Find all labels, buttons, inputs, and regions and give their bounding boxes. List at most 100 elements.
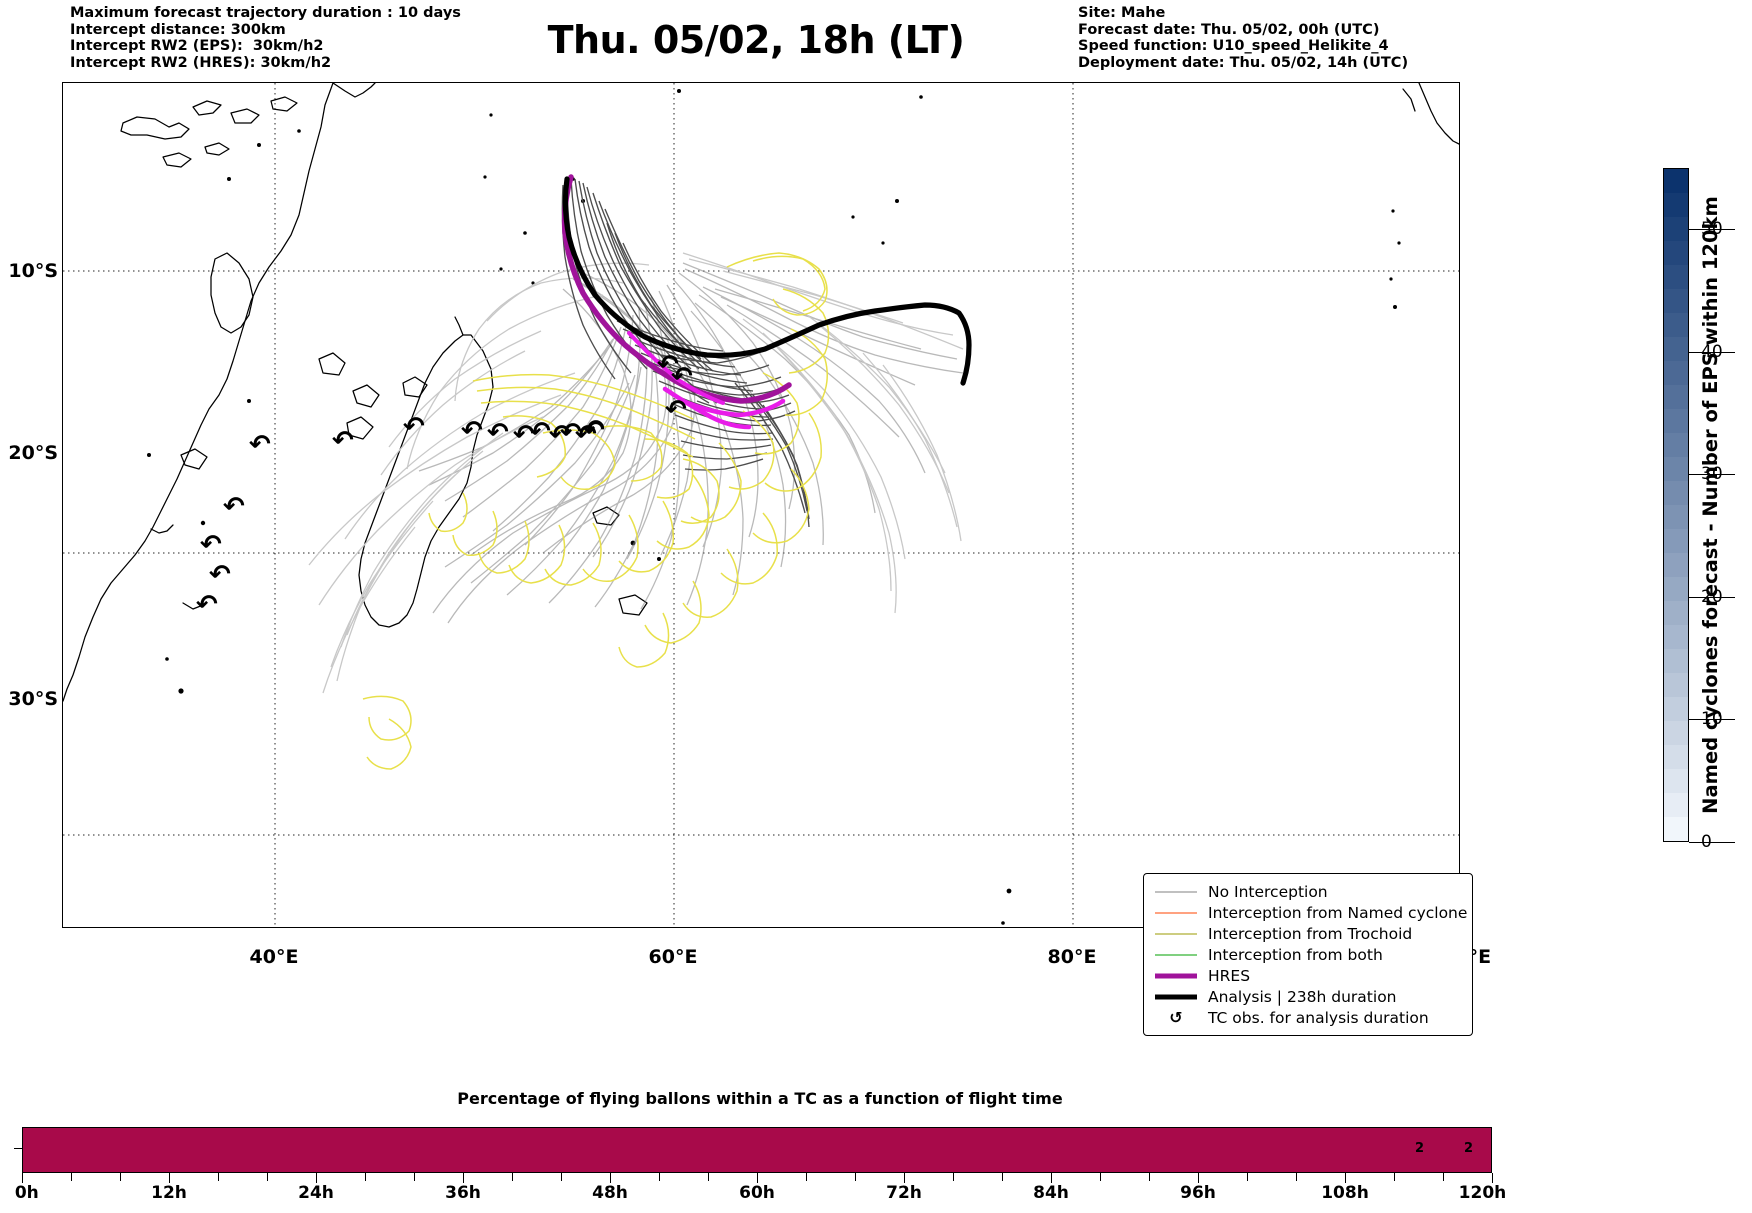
bar-segment <box>1297 1128 1323 1172</box>
bar-segment <box>929 1128 955 1172</box>
bar-segment <box>1101 1128 1127 1172</box>
bottom-chart-minor-tick <box>414 1173 415 1181</box>
bar-segment <box>1125 1128 1151 1172</box>
bar-segment <box>366 1128 392 1172</box>
bottom-chart-major-tick <box>904 1173 905 1183</box>
svg-text:↶: ↶ <box>560 418 582 448</box>
legend-item[interactable]: No Interception <box>1151 881 1463 902</box>
bottom-chart-minor-tick <box>1296 1173 1297 1181</box>
colorbar-tick: 30 <box>1689 464 1735 484</box>
bottom-chart-minor-tick <box>267 1173 268 1181</box>
bar-segment <box>1395 1128 1421 1172</box>
bar-segment <box>1370 1128 1396 1172</box>
bottom-chart-tick-label: 72h <box>886 1183 922 1203</box>
svg-text:↶: ↶ <box>671 362 693 392</box>
legend-item-label: Interception from Named cyclone <box>1208 903 1468 922</box>
bar-segment <box>782 1128 808 1172</box>
bottom-chart-minor-tick <box>120 1173 121 1181</box>
bar-segment <box>464 1128 490 1172</box>
colorbar-tick: 0 <box>1689 832 1735 852</box>
bottom-chart-minor-tick <box>365 1173 366 1181</box>
svg-text:↶: ↶ <box>200 530 222 560</box>
bar-segment <box>1272 1128 1298 1172</box>
bottom-chart-tick-label: 36h <box>445 1183 481 1203</box>
bar-segment <box>1027 1128 1053 1172</box>
bar-segment <box>194 1128 220 1172</box>
bottom-chart-major-tick <box>463 1173 464 1183</box>
bar-segment <box>831 1128 857 1172</box>
legend-line-swatch <box>1155 885 1197 899</box>
bar-segment <box>905 1128 931 1172</box>
bar-segment <box>145 1128 171 1172</box>
map-canvas: ↶ ↶ ↶ ↶ ↶ ↶ ↶ ↶ ↶ ↶ ↶ ↶ ↶ ↶ ↶ ↶ ↶ ↶ ↶ <box>63 83 1459 927</box>
bar-segment <box>488 1128 514 1172</box>
bottom-chart-minor-tick <box>71 1173 72 1181</box>
hres-track <box>561 174 792 430</box>
map-ytick-30s: 30°S <box>8 688 58 710</box>
bottom-chart-minor-tick <box>855 1173 856 1181</box>
bottom-chart-minor-tick <box>953 1173 954 1181</box>
bottom-chart-tick-label: 108h <box>1321 1183 1369 1203</box>
legend-item[interactable]: ↺ TC obs. for analysis duration <box>1151 1007 1463 1028</box>
bar-segment <box>611 1128 637 1172</box>
bar-segment <box>562 1128 588 1172</box>
legend-item[interactable]: Interception from Named cyclone <box>1151 902 1467 923</box>
bar-segment <box>1223 1128 1249 1172</box>
bar-value-label: 2 <box>1463 1141 1474 1156</box>
colorbar-tick-label: 20 <box>1701 586 1723 607</box>
bar-segment <box>807 1128 833 1172</box>
legend-item[interactable]: Interception from Trochoid <box>1151 923 1463 944</box>
bar-segment <box>219 1128 245 1172</box>
bottom-chart-ytick <box>14 1148 22 1149</box>
bottom-chart-tick-label: 12h <box>151 1183 187 1203</box>
page-title: Thu. 05/02, 18h (LT) <box>547 18 965 62</box>
header-left-line-0: Maximum forecast trajectory duration : 1… <box>70 5 461 21</box>
map-xtick-40e: 40°E <box>249 946 299 968</box>
bar-segment <box>341 1128 367 1172</box>
bottom-chart-minor-tick <box>1002 1173 1003 1181</box>
svg-text:↶: ↶ <box>657 350 679 380</box>
bottom-chart-major-tick <box>22 1173 23 1183</box>
bar-segment <box>1150 1128 1176 1172</box>
coastlines <box>63 83 1459 925</box>
bar-segment <box>96 1128 122 1172</box>
header-left-line-3: Intercept RW2 (HRES): 30km/h2 <box>70 54 332 71</box>
map-xtick-80e: 80°E <box>1047 946 1097 968</box>
tc-obs-icon: ↺ <box>1169 1007 1183 1027</box>
bottom-chart-minor-tick <box>1394 1173 1395 1181</box>
header-right-line-2: Speed function: U10_speed_Helikite_4 <box>1078 38 1389 54</box>
bottom-chart-major-tick <box>169 1173 170 1183</box>
bar-segment <box>1444 1128 1470 1172</box>
svg-text:↶: ↶ <box>487 418 509 448</box>
header-left-line-1: Intercept distance: 300km <box>70 21 286 38</box>
bar-segment <box>1052 1128 1078 1172</box>
svg-text:↶: ↶ <box>583 415 605 445</box>
bottom-chart-minor-tick <box>806 1173 807 1181</box>
bar-segment <box>390 1128 416 1172</box>
map-ytick-10s: 10°S <box>8 260 58 282</box>
bar-segment <box>586 1128 612 1172</box>
map-gridlines <box>63 83 1459 927</box>
bar-segment <box>23 1128 49 1172</box>
svg-text:↶: ↶ <box>332 426 354 456</box>
bottom-chart-tick-label: 96h <box>1180 1183 1216 1203</box>
legend-item-label: Interception from both <box>1208 945 1383 964</box>
map-legend: No Interception Interception from Named c… <box>1143 873 1473 1036</box>
bar-segment <box>1468 1128 1491 1172</box>
legend-item[interactable]: HRES <box>1151 965 1463 986</box>
colorbar: 0 10 20 30 40 50 <box>1663 168 1735 852</box>
bar-segment <box>856 1128 882 1172</box>
legend-item[interactable]: Interception from both <box>1151 944 1463 965</box>
svg-text:↶: ↶ <box>583 416 605 446</box>
bar-segment <box>439 1128 465 1172</box>
bar-segment <box>268 1128 294 1172</box>
legend-line-swatch <box>1155 969 1197 983</box>
legend-item[interactable]: Analysis | 238h duration <box>1151 986 1463 1007</box>
bottom-chart-minor-tick <box>1149 1173 1150 1181</box>
colorbar-tick: 40 <box>1689 342 1735 362</box>
colorbar-tick-label: 40 <box>1701 341 1723 362</box>
bottom-chart-major-tick <box>1051 1173 1052 1183</box>
header-right-line-1: Forecast date: Thu. 05/02, 00h (UTC) <box>1078 21 1380 38</box>
bar-segment <box>733 1128 759 1172</box>
bar-segment <box>635 1128 661 1172</box>
